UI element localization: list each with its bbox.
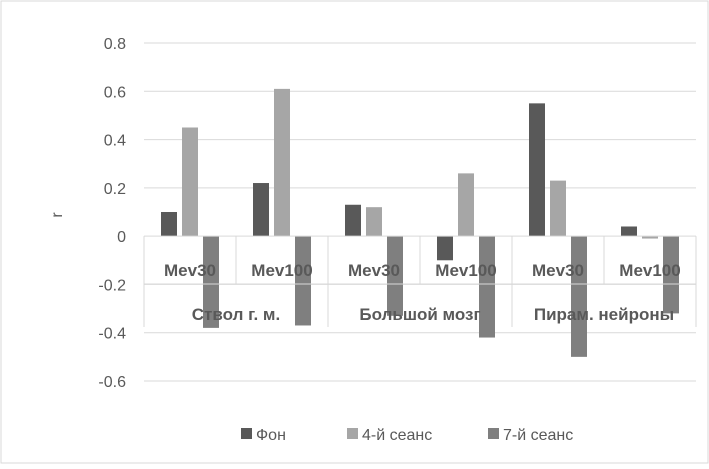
bar-3-2 xyxy=(295,236,311,326)
legend-label-3: 7-й сеанс xyxy=(503,427,573,444)
bar-3-1 xyxy=(203,236,219,328)
bar-1-4 xyxy=(437,236,453,261)
legend-swatch-1 xyxy=(241,428,252,439)
bar-1-2 xyxy=(253,183,269,237)
category-label: Mev30 xyxy=(532,261,584,280)
legend-label-1: Фон xyxy=(256,427,286,444)
bar-3-3 xyxy=(387,236,403,316)
group-label: Ствол г. м. xyxy=(192,305,280,324)
bar-2-4 xyxy=(458,173,474,237)
category-label: Mev30 xyxy=(164,261,216,280)
category-label: Mev30 xyxy=(348,261,400,280)
y-tick-labels: 0.8 0.6 0.4 0.2 0 -0.2 -0.4 -0.6 xyxy=(98,36,126,391)
bar-1-3 xyxy=(345,204,361,237)
bar-2-1 xyxy=(182,127,198,237)
bar-1-5 xyxy=(529,103,545,237)
y-tick-label: 0.6 xyxy=(104,84,126,101)
legend-label-2: 4-й сеанс xyxy=(362,427,432,444)
category-label: Mev100 xyxy=(619,261,680,280)
bar-3-4 xyxy=(479,236,495,338)
bar-1-6 xyxy=(621,226,637,237)
bar-2-5 xyxy=(550,180,566,237)
y-tick-label: 0 xyxy=(117,229,126,246)
y-tick-label: 0.2 xyxy=(104,181,126,198)
category-axis: Mev30 Mev100 Mev30 Mev100 Mev30 Mev100 Ствол г… xyxy=(143,235,697,327)
legend-swatch-2 xyxy=(347,428,358,439)
legend-swatch-3 xyxy=(488,428,499,439)
bar-2-2 xyxy=(274,88,290,237)
group-label: Большой мозг xyxy=(359,305,480,324)
y-tick-label: 0.4 xyxy=(104,133,126,150)
bar-3-6 xyxy=(663,236,679,314)
y-tick-label: -0.2 xyxy=(98,277,126,294)
category-label: Mev100 xyxy=(251,261,312,280)
y-tick-label: 0.8 xyxy=(104,36,126,53)
bar-1-1 xyxy=(161,212,177,237)
bar-2-6 xyxy=(642,236,658,239)
group-label: Пирам. нейроны xyxy=(534,305,674,324)
y-axis-label: r xyxy=(49,212,66,218)
bar-3-5 xyxy=(571,236,587,357)
category-label: Mev100 xyxy=(435,261,496,280)
bar-2-3 xyxy=(366,207,382,237)
legend: Фон 4-й сеанс 7-й сеанс xyxy=(241,427,573,444)
y-tick-label: -0.4 xyxy=(98,326,126,343)
y-tick-label: -0.6 xyxy=(98,374,126,391)
bars xyxy=(161,88,679,357)
